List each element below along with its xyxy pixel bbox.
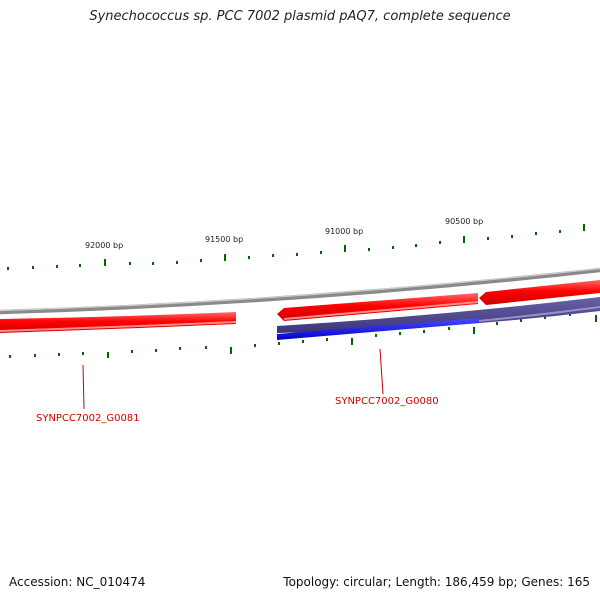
inner-tick-ring [9, 313, 597, 358]
tick-label: 91000 bp [325, 227, 363, 236]
reverse-strand-feature[interactable] [277, 297, 600, 333]
tick-label: 91500 bp [205, 235, 243, 244]
tick-label: 90500 bp [445, 217, 483, 226]
plasmid-backbone [0, 267, 600, 315]
gene-label-g0081[interactable]: SYNPCC7002_G0081 [36, 413, 140, 424]
outer-tick-ring [7, 224, 585, 270]
map-title: Synechococcus sp. PCC 7002 plasmid pAQ7,… [89, 9, 511, 24]
gene-feature-g0080[interactable] [277, 293, 478, 321]
gene-feature[interactable] [479, 280, 600, 305]
label-leader-line [82, 364, 85, 410]
gene-label-g0080[interactable]: SYNPCC7002_G0080 [335, 396, 439, 407]
accession-text: Accession: NC_010474 [9, 575, 146, 589]
reverse-strand-feature[interactable] [277, 318, 479, 340]
label-leader-line [379, 348, 384, 395]
summary-text: Topology: circular; Length: 186,459 bp; … [283, 575, 590, 589]
tick-label: 92000 bp [85, 241, 123, 250]
gene-feature-g0081[interactable] [0, 312, 236, 333]
